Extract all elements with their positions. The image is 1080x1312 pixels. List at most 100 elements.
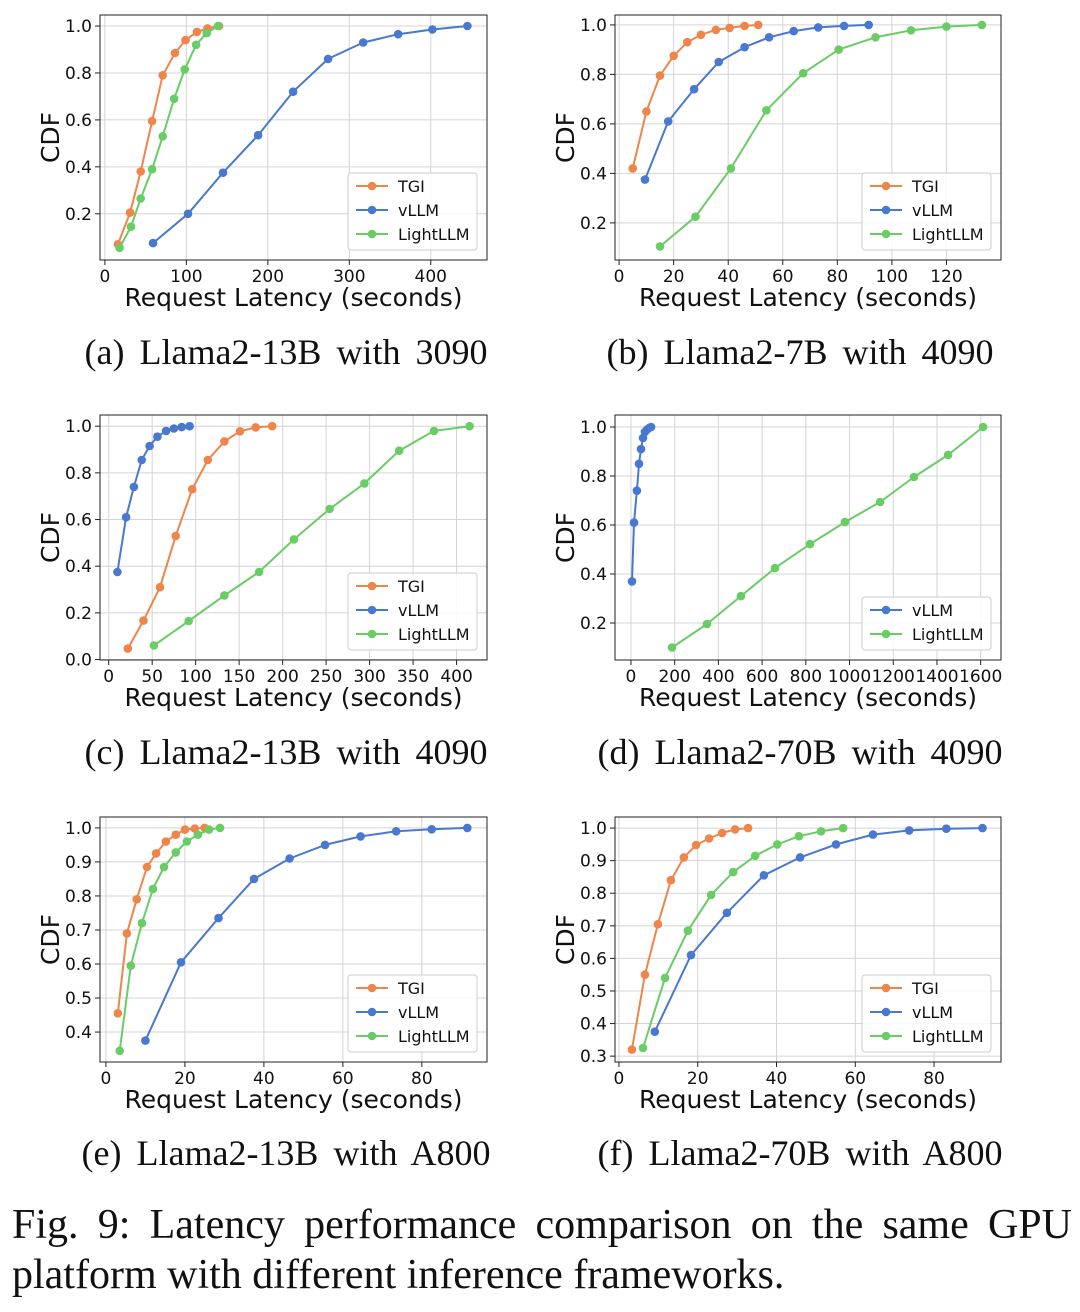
y-tick-label: 0.9: [580, 852, 607, 872]
data-point-vllm: [183, 209, 193, 219]
data-point-lightllm: [655, 242, 665, 251]
x-tick-label: 100: [876, 267, 908, 287]
x-tick-label: 20: [174, 1069, 196, 1089]
legend-item-tgi: TGI: [356, 577, 425, 596]
data-point-tgi: [691, 840, 701, 850]
data-point-lightllm: [159, 862, 169, 872]
series-line-lightllm: [671, 426, 985, 649]
chart-c: 0 50 100 150 200 250 300 350 400 0.0 0.2 0.4 0.6 0.8 1…: [36, 414, 488, 712]
data-point-lightllm: [906, 26, 916, 35]
y-tick-label: 0.4: [65, 557, 92, 577]
data-point-tgi: [220, 437, 229, 446]
data-point-vllm: [320, 840, 330, 850]
legend-label: LightLLM: [398, 225, 470, 244]
x-tick-label: 250: [310, 667, 342, 687]
series-lightllm: [149, 421, 474, 650]
data-point-lightllm: [137, 918, 147, 928]
x-tick-label: 60: [844, 1069, 866, 1089]
legend-marker-swatch: [881, 629, 891, 639]
y-tick-label: 0.2: [580, 614, 607, 634]
data-point-lightllm: [805, 539, 815, 549]
y-tick-label: 0.8: [580, 884, 607, 904]
legend-item-vllm: vLLM: [870, 601, 953, 620]
legend-marker-swatch: [367, 181, 377, 191]
y-tick-label: 0.8: [65, 64, 92, 84]
x-tick-label: 1400: [915, 667, 958, 687]
series-lightllm: [655, 20, 987, 251]
series-tgi: [627, 823, 753, 1054]
data-point-vllm: [113, 567, 122, 577]
data-point-vllm: [686, 950, 696, 960]
data-point-vllm: [759, 871, 769, 880]
data-point-lightllm: [360, 479, 369, 488]
y-tick-label: 0.5: [65, 989, 92, 1009]
x-axis-label: Request Latency (seconds): [125, 683, 463, 712]
data-point-tgi: [725, 23, 734, 33]
series-line-tgi: [116, 25, 220, 246]
data-point-lightllm: [184, 616, 193, 626]
y-tick-label: 0.4: [65, 1023, 92, 1043]
series-line-tgi: [630, 827, 750, 1051]
chart-a: 0 100 200 300 400 0.2 0.4 0.6 0.8 1.0 Request Late…: [36, 14, 488, 312]
y-tick-label: 0.4: [580, 164, 607, 184]
data-point-vllm: [393, 29, 403, 39]
data-point-lightllm: [191, 40, 201, 50]
data-point-lightllm: [667, 643, 677, 652]
data-point-lightllm: [171, 848, 181, 857]
data-point-vllm: [663, 117, 673, 126]
data-point-tgi: [627, 1045, 637, 1054]
y-tick-label: 0.3: [580, 1047, 607, 1067]
series-lightllm: [115, 823, 225, 1056]
legend-item-vllm: vLLM: [356, 1003, 439, 1022]
data-point-tgi: [192, 27, 202, 37]
data-point-tgi: [187, 484, 197, 494]
legend: TGI vLLM LightLLM: [347, 572, 478, 651]
x-tick-label: 80: [923, 1069, 945, 1089]
legend-box: [347, 572, 478, 651]
legend-marker-swatch: [881, 1031, 891, 1041]
legend-item-tgi: TGI: [870, 979, 939, 998]
y-tick-label: 1.0: [580, 819, 607, 839]
series-line-vllm: [644, 23, 870, 181]
data-point-lightllm: [148, 884, 158, 894]
legend-item-lightllm: LightLLM: [356, 225, 470, 244]
data-point-tgi: [251, 423, 260, 432]
data-point-tgi: [161, 837, 171, 846]
legend-box: [347, 974, 478, 1053]
data-point-tgi: [628, 164, 637, 173]
y-tick-label: 0.7: [580, 917, 607, 937]
legend-marker-swatch: [881, 181, 891, 191]
data-point-lightllm: [816, 827, 826, 836]
data-point-lightllm: [726, 164, 736, 173]
y-tick-label: 0.4: [580, 565, 607, 585]
legend-marker-swatch: [881, 983, 891, 993]
chart-d: 0 200 400 600 800 1000 1200 1400 1600 0.2 0.4 0.6 0.…: [551, 414, 1002, 712]
data-point-vllm: [942, 824, 951, 833]
series-line-lightllm: [152, 425, 471, 647]
data-point-tgi: [180, 825, 190, 834]
legend: vLLM LightLLM: [861, 596, 992, 651]
data-point-vllm: [629, 518, 639, 527]
data-point-tgi: [696, 30, 706, 40]
legend-label: LightLLM: [912, 1027, 984, 1046]
data-point-vllm: [904, 826, 914, 835]
legend-item-vllm: vLLM: [870, 201, 953, 220]
data-point-vllm: [722, 908, 732, 918]
x-tick-label: 350: [397, 667, 429, 687]
data-point-lightllm: [977, 20, 987, 30]
series-vllm: [148, 21, 472, 248]
x-tick-label: 100: [179, 667, 211, 687]
chart-e: 0 20 40 60 80 0.4 0.5 0.6 0.7 0.8 0.9 1.0 Request La…: [36, 816, 488, 1114]
data-point-vllm: [121, 512, 131, 522]
legend-marker-swatch: [367, 1031, 377, 1041]
data-point-lightllm: [770, 563, 780, 573]
x-tick-label: 400: [702, 667, 734, 687]
data-point-vllm: [218, 168, 228, 177]
data-point-lightllm: [691, 212, 700, 221]
data-point-lightllm: [638, 1043, 648, 1053]
legend-item-lightllm: LightLLM: [356, 1027, 470, 1046]
y-tick-label: 0.2: [65, 604, 92, 624]
legend-marker-swatch: [367, 1007, 377, 1017]
data-point-vllm: [463, 823, 472, 833]
y-tick-label: 1.0: [580, 418, 607, 438]
